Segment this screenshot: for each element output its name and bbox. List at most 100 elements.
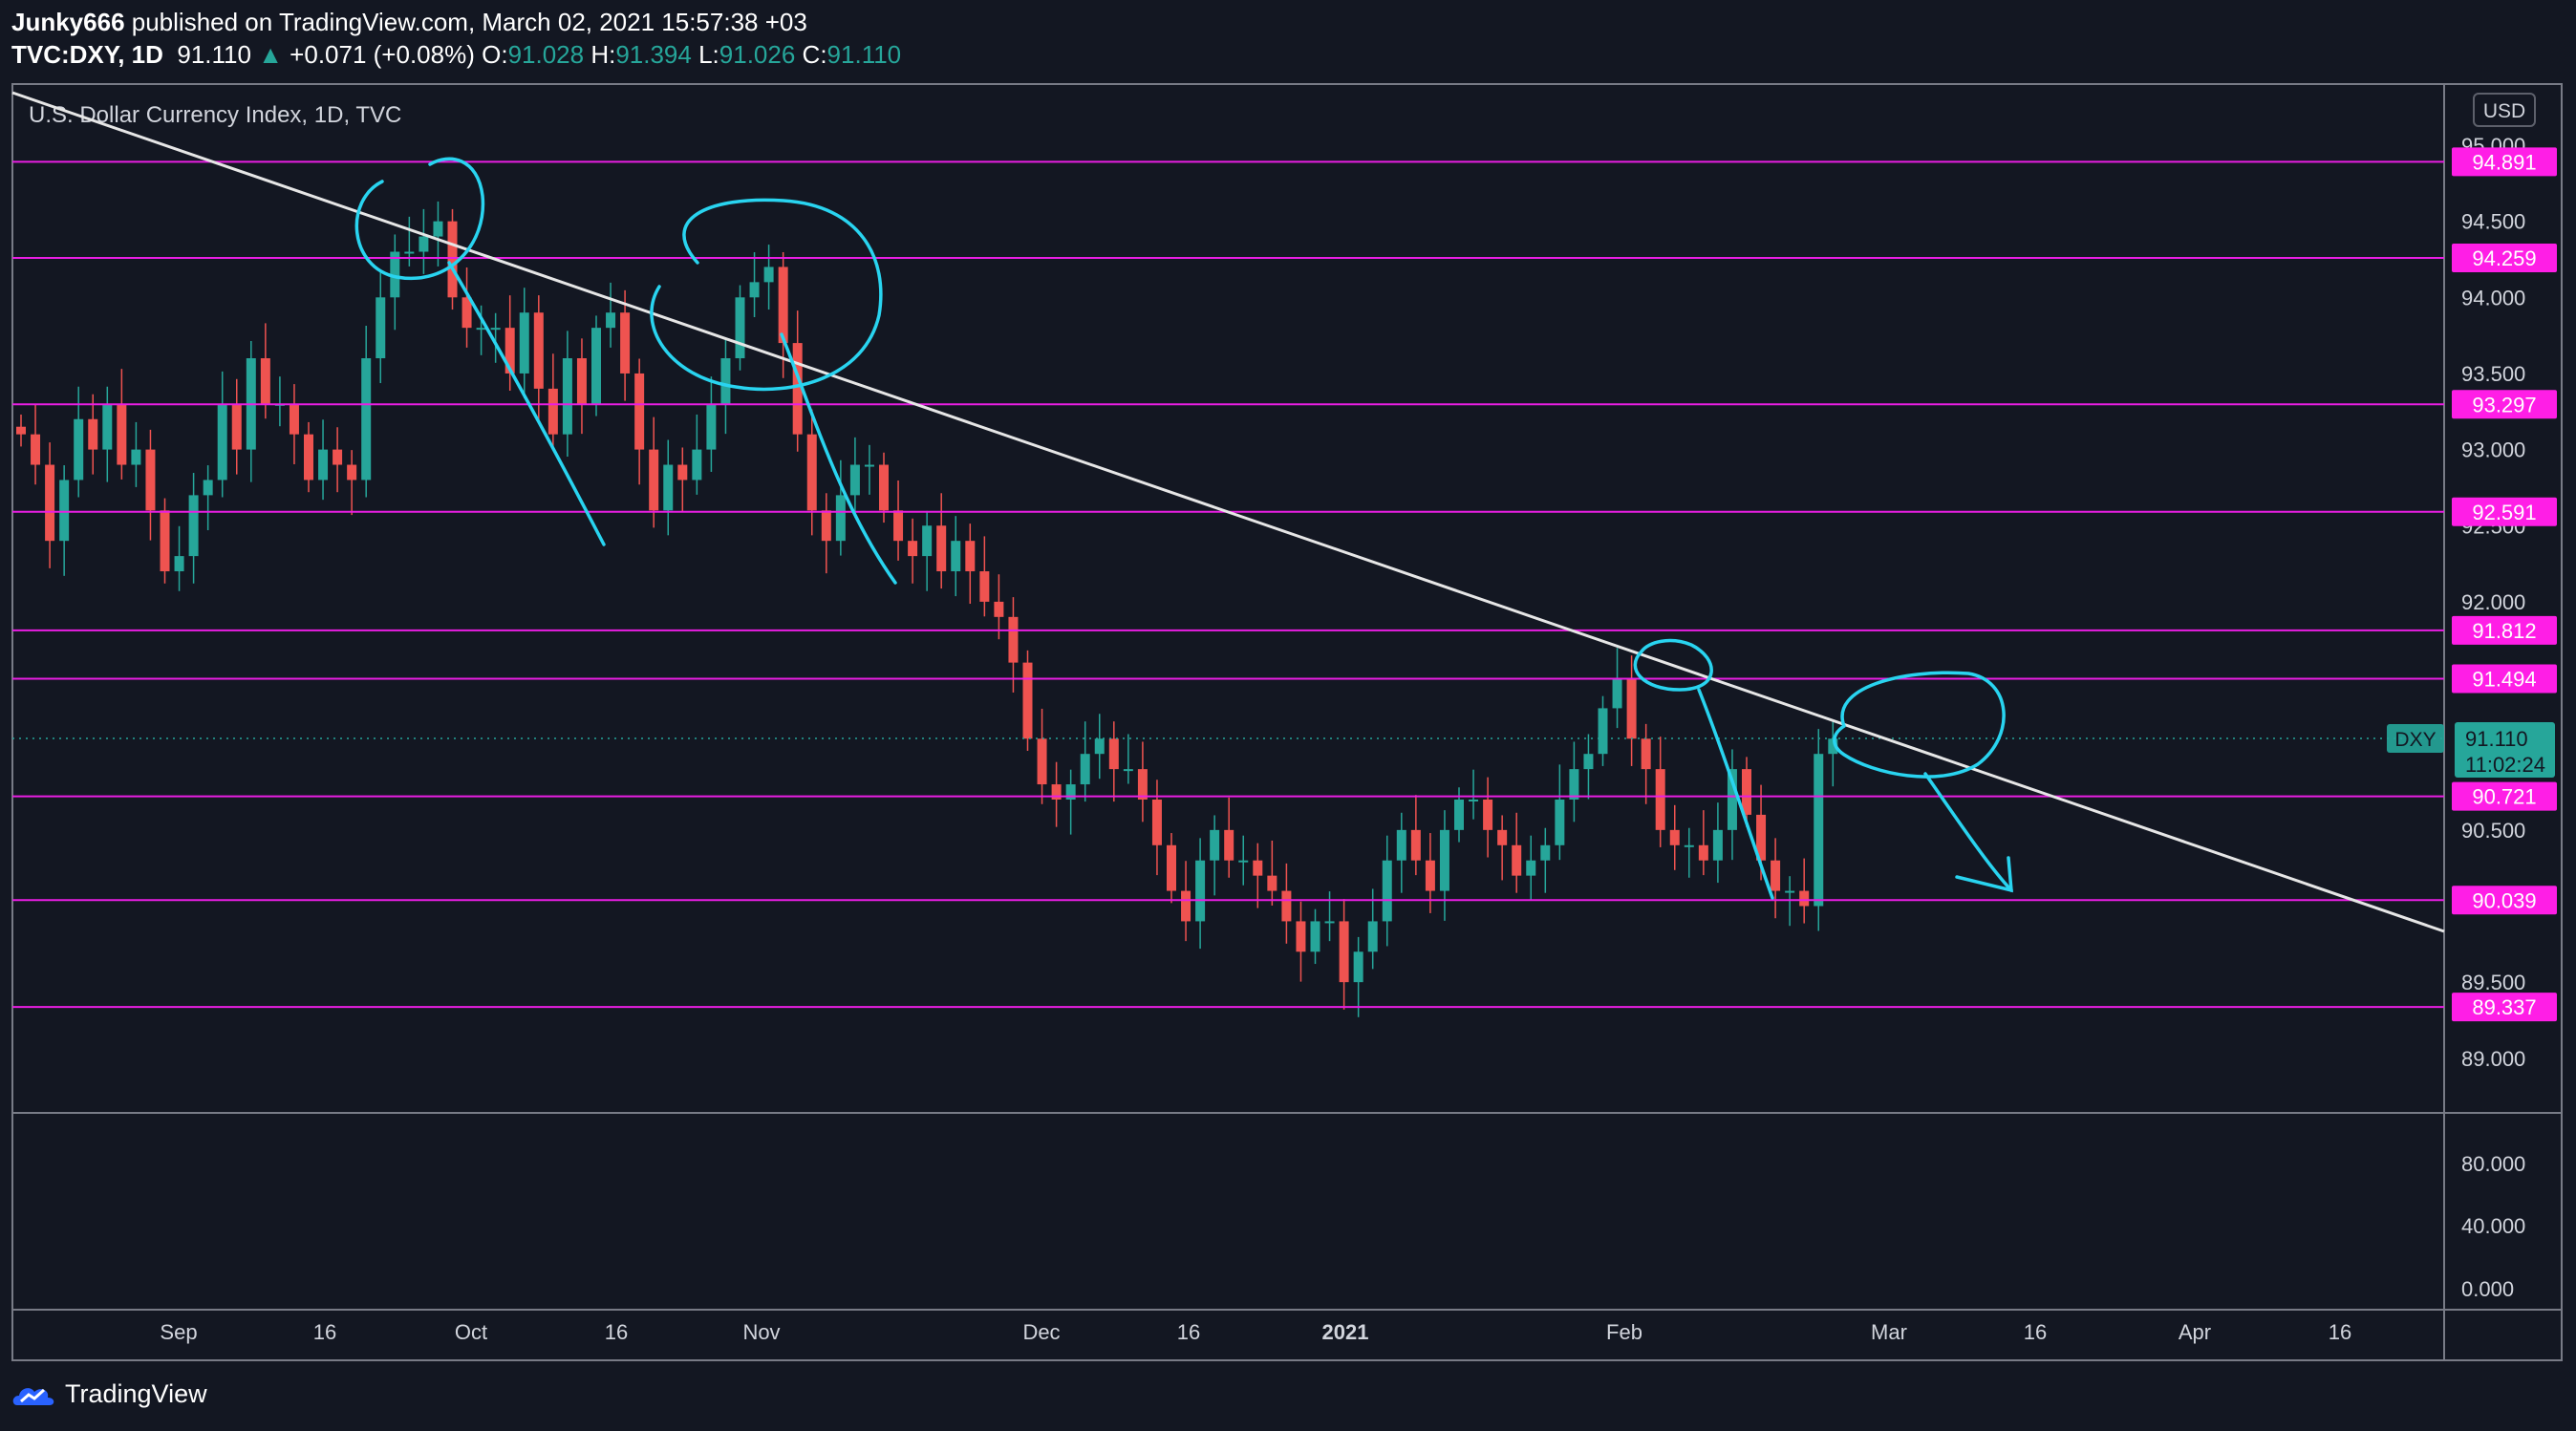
candle-body — [390, 251, 400, 298]
drawn-stroke-sep[interactable] — [447, 261, 606, 546]
candle-body — [533, 312, 544, 389]
candle-body — [102, 403, 113, 450]
candle-body — [706, 403, 717, 450]
candle-body — [1324, 921, 1335, 924]
candle-body — [649, 449, 659, 511]
candle-body — [1799, 890, 1810, 907]
candle-body — [1410, 829, 1421, 861]
candle-body — [1108, 738, 1119, 770]
candle-body — [1037, 738, 1047, 785]
close-label: C: — [802, 40, 827, 69]
level-price-label: 92.591 — [2472, 501, 2536, 524]
time-tick-label: Dec — [1022, 1320, 1060, 1344]
candle-body — [1008, 616, 1019, 663]
drawn-circle-sep[interactable] — [354, 157, 485, 281]
hand-drawings[interactable] — [354, 157, 2013, 900]
time-tick-label: 16 — [2329, 1320, 2351, 1344]
price-tick-label: 89.500 — [2461, 971, 2525, 994]
candle-body — [994, 601, 1004, 617]
indicator-tick-label: 40.000 — [2461, 1214, 2525, 1238]
price-pane-border — [11, 83, 2563, 1361]
candle-body — [1439, 829, 1449, 891]
candle-body — [174, 556, 184, 572]
candle-body — [447, 221, 458, 298]
level-price-label: 90.039 — [2472, 888, 2536, 912]
candle-body — [591, 328, 601, 404]
drawn-arrow-head[interactable] — [1955, 856, 2013, 893]
level-price-tag — [2452, 664, 2557, 694]
candle-body — [88, 418, 98, 450]
drawn-arrow-mar[interactable] — [1923, 772, 2013, 892]
candle-body — [1712, 829, 1723, 861]
candle-body — [835, 495, 846, 542]
candle-body — [821, 510, 831, 542]
candles-layer — [16, 201, 1838, 1017]
high-label: H: — [590, 40, 616, 69]
published-text: published on TradingView.com, March 02, … — [124, 8, 807, 36]
candle-body — [504, 328, 515, 374]
time-tick-label: Nov — [742, 1320, 780, 1344]
candle-body — [663, 464, 674, 511]
time-tick-label: Mar — [1871, 1320, 1907, 1344]
drawn-circle-mar[interactable] — [1833, 671, 2006, 779]
level-price-tag — [2452, 781, 2557, 811]
candle-body — [1253, 860, 1263, 876]
candle-body — [117, 403, 127, 465]
candle-body — [347, 464, 357, 481]
candle-body — [1814, 754, 1824, 907]
candle-body — [304, 434, 313, 481]
price-axis[interactable]: 95.00094.50094.00093.50093.00092.50092.0… — [2461, 134, 2525, 1071]
trend-line[interactable] — [11, 91, 2445, 933]
level-price-tag — [2452, 497, 2557, 526]
indicator-axis[interactable]: 80.000 40.000 0.000 — [2461, 1152, 2525, 1301]
time-axis[interactable]: Sep 16 Oct 16 Nov Dec 16 2021 Feb Mar 16 Apr 16 — [160, 1320, 2351, 1344]
tradingview-cloud-icon — [12, 1387, 54, 1405]
drawn-stroke-feb[interactable] — [1697, 688, 1774, 900]
candle-body — [735, 297, 745, 359]
candle-body — [1785, 890, 1795, 893]
level-price-label: 91.494 — [2472, 668, 2536, 692]
horizontal-levels[interactable]: 94.891 94.259 93.297 92.591 91.812 91.494 90.7… — [12, 147, 2557, 1022]
level-price-label: 94.259 — [2472, 246, 2536, 270]
candle-body — [806, 434, 817, 511]
candle-body — [188, 495, 199, 557]
drawn-stroke-oct[interactable] — [780, 332, 897, 585]
candle-body — [1669, 829, 1680, 845]
price-tick-label: 93.500 — [2461, 362, 2525, 386]
level-price-tag — [2452, 390, 2557, 419]
candle-body — [31, 434, 41, 465]
candle-body — [145, 449, 156, 511]
drawn-circle-feb[interactable] — [1633, 638, 1713, 692]
level-price-label: 93.297 — [2472, 393, 2536, 416]
time-tick-label: 2021 — [1322, 1320, 1369, 1344]
level-price-tag — [2452, 244, 2557, 273]
candle-body — [1641, 738, 1651, 770]
candle-body — [1339, 921, 1349, 983]
candle-body — [1382, 860, 1392, 922]
candle-body — [1742, 769, 1751, 815]
candle-body — [893, 510, 904, 542]
symbol-label: TVC:DXY, 1D — [11, 40, 163, 69]
level-price-tag — [2452, 993, 2557, 1022]
time-tick-label: 16 — [1177, 1320, 1200, 1344]
price-tick-label: 90.500 — [2461, 819, 2525, 843]
candle-body — [1224, 829, 1234, 861]
indicator-tick-label: 0.000 — [2461, 1277, 2514, 1301]
candle-body — [1569, 769, 1579, 800]
candle-body — [1756, 814, 1767, 861]
candle-body — [1281, 890, 1292, 922]
level-price-label: 94.891 — [2472, 150, 2536, 174]
time-tick-label: 16 — [2024, 1320, 2047, 1344]
last-price-tag: DXY 91.110 11:02:24 — [2387, 722, 2555, 778]
candle-body — [1238, 860, 1249, 863]
candle-body — [1612, 677, 1622, 709]
candle-body — [419, 236, 429, 252]
tradingview-brand[interactable]: TradingView — [11, 1379, 207, 1409]
drawn-circle-oct[interactable] — [650, 198, 883, 392]
currency-button[interactable] — [2473, 93, 2536, 127]
tradingview-brand-label: TradingView — [65, 1379, 207, 1408]
candle-body — [778, 267, 788, 344]
level-price-label: 90.721 — [2472, 785, 2536, 809]
last-price-header: 91.110 — [177, 40, 251, 69]
